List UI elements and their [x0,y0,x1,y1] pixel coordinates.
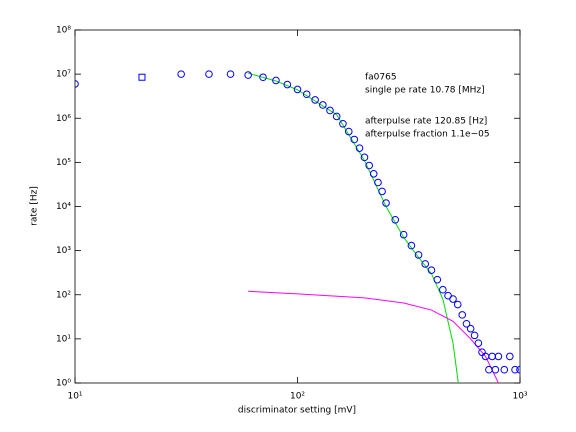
point [439,285,447,294]
point [374,178,382,187]
x-tick-label: 10³ [512,392,527,402]
point [466,324,475,333]
point [355,144,364,152]
y-tick-label: 10⁸ [56,26,71,36]
point [344,127,353,136]
point [293,85,302,94]
point [506,352,514,361]
point [177,70,185,78]
point [378,187,386,196]
annotation: afterpulse fraction 1.1e−05 [365,130,490,140]
point [311,96,319,104]
point [407,241,416,250]
point [474,339,483,347]
point [365,161,373,170]
annotation: single pe rate 10.78 [MHz] [365,86,485,96]
point [360,153,369,162]
point [458,311,467,319]
point [319,101,327,109]
y-tick-label: 10¹ [56,334,71,344]
y-axis-label: rate [Hz] [30,186,40,226]
point [491,365,500,374]
point [272,76,280,85]
point [494,352,503,361]
point [205,70,213,78]
y-tick-label: 10⁴ [56,202,71,212]
y-tick-label: 10⁶ [56,114,71,124]
point [511,365,519,374]
y-tick-label: 10⁰ [56,379,71,389]
point [391,215,400,224]
annotation: fa0765 [365,73,397,83]
point [75,80,79,88]
annotation: afterpulse rate 120.85 [Hz] [365,117,487,127]
y-tick-label: 10³ [56,246,71,256]
point [302,90,311,99]
point [283,80,292,89]
point [488,352,497,361]
x-tick-label: 10² [290,392,305,402]
point [427,266,436,275]
y-tick-label: 10² [56,290,71,300]
point [449,295,457,303]
point [485,365,493,374]
fit-line [248,290,499,383]
point [399,230,408,239]
point [226,70,235,78]
point [259,73,267,82]
point [244,71,252,79]
point [453,300,462,309]
point [326,106,334,115]
point [516,365,520,374]
point [414,251,423,259]
point [138,73,146,81]
x-tick-label: 10¹ [67,392,82,402]
point [369,170,378,178]
point [421,260,430,268]
point [462,319,471,328]
point [339,119,347,128]
point [433,275,442,284]
point [350,135,359,144]
plot-frame [74,29,521,384]
y-tick-label: 10⁷ [56,70,71,80]
point [382,199,390,207]
point [500,365,509,374]
y-tick-label: 10⁵ [56,158,71,168]
point [470,331,479,340]
point [332,112,341,121]
x-axis-label: discriminator setting [mV] [238,406,356,416]
